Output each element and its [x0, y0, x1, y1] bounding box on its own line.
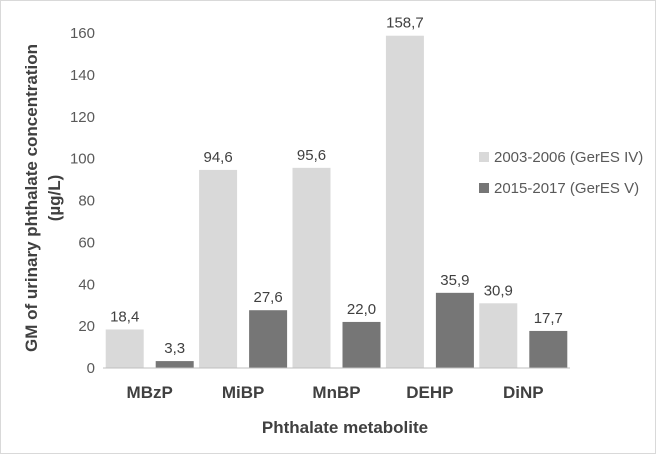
y-tick-label: 0	[87, 360, 95, 377]
legend-swatch-series-2	[479, 183, 489, 193]
data-label: 158,7	[386, 15, 424, 32]
y-tick-label: 100	[70, 151, 95, 168]
bar-dehp-series-2	[435, 292, 474, 368]
bar-dinp-series-1	[479, 303, 518, 368]
x-axis-title: Phthalate metabolite	[262, 418, 428, 437]
data-label: 35,9	[440, 272, 469, 289]
bar-mnbp-series-2	[342, 321, 381, 368]
data-label: 22,0	[347, 301, 376, 318]
bar-mbzp-series-2	[155, 361, 194, 368]
data-label: 18,4	[110, 308, 139, 325]
x-category-mbzp: MBzP	[127, 383, 173, 402]
bar-mbzp-series-1	[105, 329, 144, 368]
bar-dehp-series-1	[385, 35, 424, 369]
y-tick-label: 60	[78, 234, 95, 251]
bar-dinp-series-2	[529, 330, 568, 368]
x-category-mnbp: MnBP	[312, 383, 360, 402]
data-label: 94,6	[203, 149, 232, 166]
y-tick-label: 80	[78, 193, 95, 210]
bar-mnbp-series-1	[292, 167, 331, 368]
legend-swatch-series-1	[479, 152, 489, 162]
x-category-mibp: MiBP	[222, 383, 265, 402]
legend-label-series-1: 2003-2006 (GerES IV)	[494, 149, 643, 166]
x-axis-categories: MBzP MiBP MnBP DEHP DiNP	[127, 383, 544, 402]
y-axis-ticks: 0 20 40 60 80 100 120 140 160	[70, 25, 95, 377]
data-labels: 18,4 3,3 94,6 27,6 95,6 22,0 158,7 35,9 30,9 17,7	[110, 15, 563, 357]
y-axis-title-line2: (µg/L)	[45, 175, 64, 222]
data-label: 30,9	[484, 282, 513, 299]
bar-mibp-series-2	[249, 310, 288, 368]
bars	[105, 35, 568, 369]
x-category-dinp: DiNP	[503, 383, 544, 402]
data-label: 3,3	[164, 340, 185, 357]
y-tick-label: 40	[78, 276, 95, 293]
legend-label-series-2: 2015-2017 (GerES V)	[494, 180, 639, 197]
data-label: 27,6	[253, 289, 282, 306]
y-tick-label: 160	[70, 25, 95, 42]
data-label: 17,7	[534, 310, 563, 327]
y-tick-label: 120	[70, 109, 95, 126]
y-axis-title-line1: GM of urinary phthalate concentration	[22, 44, 41, 352]
legend: 2003-2006 (GerES IV) 2015-2017 (GerES V)	[479, 149, 643, 197]
y-tick-label: 140	[70, 67, 95, 84]
y-tick-label: 20	[78, 318, 95, 335]
bar-mibp-series-1	[199, 169, 238, 368]
x-category-dehp: DEHP	[406, 383, 453, 402]
data-label: 95,6	[297, 147, 326, 164]
